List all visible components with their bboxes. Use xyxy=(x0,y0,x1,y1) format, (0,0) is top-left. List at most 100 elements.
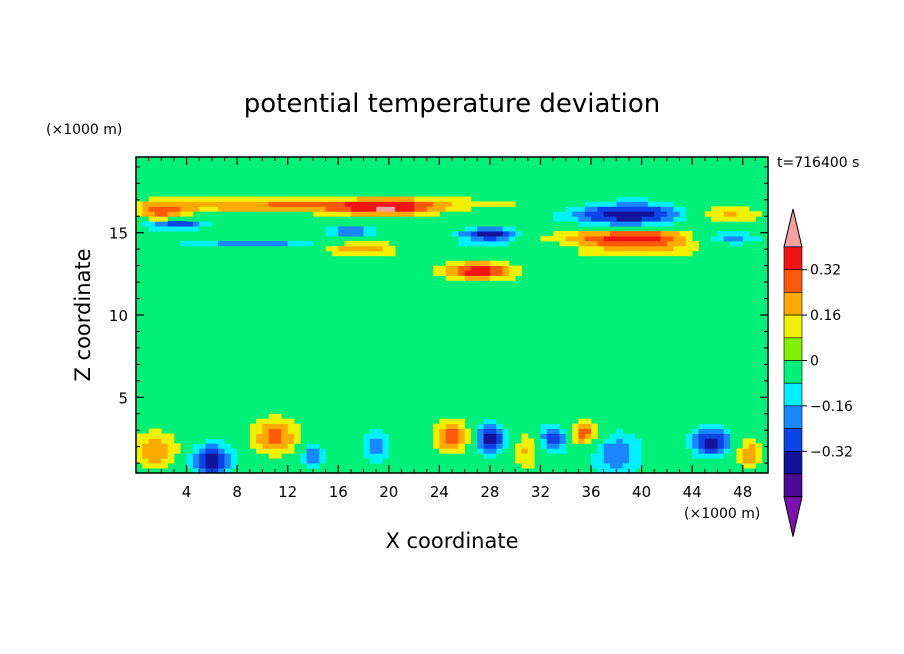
heatmap-cell xyxy=(755,458,763,464)
heatmap-cell xyxy=(256,240,263,247)
heatmap-cell xyxy=(205,448,213,454)
heatmap-cell xyxy=(477,448,484,454)
heatmap-cell xyxy=(262,196,270,202)
heatmap-cell xyxy=(565,458,573,464)
heatmap-cell xyxy=(376,443,383,449)
heatmap-cell xyxy=(136,448,143,454)
heatmap-cell xyxy=(477,221,484,227)
heatmap-cell xyxy=(369,433,377,439)
heatmap-cell xyxy=(458,270,466,276)
heatmap-cell xyxy=(287,423,295,429)
heatmap-cell xyxy=(698,176,706,183)
heatmap-cell xyxy=(749,240,756,247)
heatmap-cell xyxy=(641,438,649,444)
heatmap-cell xyxy=(660,428,668,434)
heatmap-cell xyxy=(433,231,440,237)
heatmap-cell xyxy=(711,161,718,168)
heatmap-cell xyxy=(553,171,560,178)
heatmap-cell xyxy=(572,468,579,474)
heatmap-cell xyxy=(148,458,156,464)
heatmap-cell xyxy=(382,226,390,232)
heatmap-cell xyxy=(388,453,396,459)
heatmap-cell xyxy=(647,231,655,237)
heatmap-cell xyxy=(704,236,712,242)
heatmap-cell xyxy=(553,438,560,444)
heatmap-cell xyxy=(654,413,661,420)
y-tick-label: 5 xyxy=(118,389,128,407)
heatmap-cell xyxy=(540,236,548,242)
heatmap-cell xyxy=(730,438,737,444)
heatmap-cell xyxy=(628,448,636,454)
heatmap-cell xyxy=(603,196,611,202)
heatmap-cell xyxy=(622,216,630,222)
heatmap-cell xyxy=(464,196,472,202)
heatmap-cell xyxy=(464,226,472,232)
heatmap-cell xyxy=(584,458,592,464)
heatmap-cell xyxy=(331,443,339,449)
heatmap-cell xyxy=(154,231,162,237)
heatmap-cell xyxy=(268,201,276,207)
heatmap-cell xyxy=(218,221,225,227)
heatmap-cell xyxy=(597,186,605,192)
heatmap-cell xyxy=(553,443,560,449)
heatmap-cell xyxy=(142,453,150,459)
heatmap-cell xyxy=(673,231,680,237)
heatmap-cell xyxy=(515,240,522,247)
heatmap-cell xyxy=(439,231,447,237)
heatmap-cell xyxy=(489,240,497,247)
heatmap-cell xyxy=(502,231,510,237)
heatmap-cell xyxy=(142,458,150,464)
heatmap-cell xyxy=(388,201,396,207)
heatmap-cell xyxy=(572,216,579,222)
heatmap-cell xyxy=(679,221,687,227)
heatmap-cell xyxy=(527,240,535,247)
heatmap-cell xyxy=(553,186,560,192)
heatmap-cell xyxy=(382,240,390,247)
heatmap-cell xyxy=(199,201,206,207)
heatmap-cell xyxy=(439,433,447,439)
heatmap-cell xyxy=(622,196,630,202)
heatmap-cell xyxy=(616,408,624,415)
heatmap-cell xyxy=(534,428,541,434)
heatmap-cell xyxy=(704,433,712,439)
heatmap-cell xyxy=(369,453,377,459)
heatmap-cell xyxy=(218,196,225,202)
heatmap-cell xyxy=(736,226,744,232)
x-tick-label: 36 xyxy=(581,483,600,501)
heatmap-cell xyxy=(338,448,345,454)
heatmap-cell xyxy=(711,186,718,192)
heatmap-cell xyxy=(559,186,567,192)
heatmap-cell xyxy=(218,226,225,232)
heatmap-cell xyxy=(470,275,478,281)
heatmap-cell xyxy=(338,231,345,237)
heatmap-cell xyxy=(660,221,668,227)
heatmap-cell xyxy=(350,458,358,464)
heatmap-cell xyxy=(173,231,181,237)
heatmap-cell xyxy=(294,240,301,247)
heatmap-cell xyxy=(445,433,453,439)
heatmap-cell xyxy=(603,438,611,444)
heatmap-cell xyxy=(591,250,598,257)
heatmap-cell xyxy=(749,231,756,237)
heatmap-cell xyxy=(312,211,320,217)
heatmap-cell xyxy=(496,418,503,425)
heatmap-cell xyxy=(173,240,181,247)
heatmap-cell xyxy=(641,468,649,474)
heatmap-cell xyxy=(433,433,440,439)
heatmap-cell xyxy=(553,181,560,188)
heatmap-cell xyxy=(483,245,491,252)
heatmap-cell xyxy=(369,413,377,420)
heatmap-cell xyxy=(559,191,567,197)
heatmap-cell xyxy=(610,191,617,197)
heatmap-cell xyxy=(749,226,756,232)
heatmap-cell xyxy=(534,181,541,188)
heatmap-cell xyxy=(230,201,238,207)
heatmap-cell xyxy=(433,270,440,276)
heatmap-cell xyxy=(711,240,718,247)
heatmap-cell xyxy=(761,181,769,188)
heatmap-cell xyxy=(376,231,383,237)
heatmap-cell xyxy=(704,438,712,444)
heatmap-cell xyxy=(344,443,352,449)
heatmap-cell xyxy=(199,240,206,247)
heatmap-cell xyxy=(578,171,586,178)
